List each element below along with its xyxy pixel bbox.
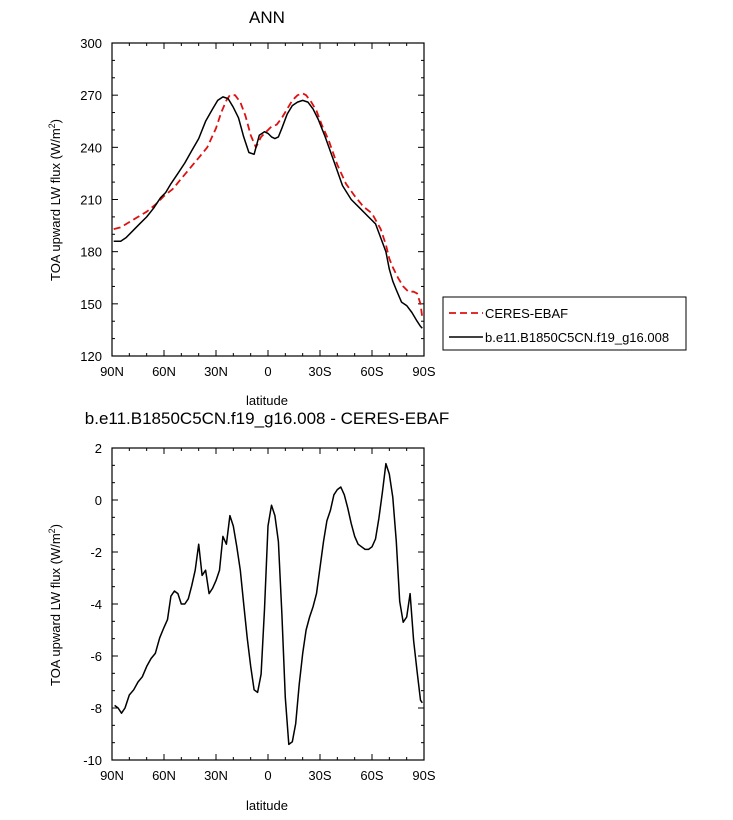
chart-top-xtick-label: 90N	[100, 364, 124, 379]
chart-top-title: ANN	[249, 8, 285, 27]
chart-top-plot-area: 90N 60N 30N 0 30S 60S 90S 120 150 180 210 240 270 300	[80, 36, 436, 379]
chart-top-ytick-label: 210	[80, 193, 102, 208]
chart-top-series-line-0	[113, 92, 424, 318]
chart-top-xtick-label: 60N	[152, 364, 176, 379]
chart-top-ylabel-text: TOA upward LW flux (W/m	[48, 128, 63, 281]
chart-bottom-xtick-label: 30S	[308, 768, 331, 783]
legend-label-ceres: CERES-EBAF	[485, 306, 568, 321]
chart-top-ylabel: TOA upward LW flux (W/m2)	[47, 119, 63, 281]
chart-bottom-title: b.e11.B1850C5CN.f19_g16.008 - CERES-EBAF	[85, 409, 449, 428]
chart-bottom-xtick-label: 90S	[412, 768, 435, 783]
chart-top-xtick-label: 90S	[412, 364, 435, 379]
legend: CERES-EBAF b.e11.B1850C5CN.f19_g16.008	[442, 296, 687, 351]
chart-bottom-xlabel: latitude	[246, 798, 288, 813]
chart-top-ytick-label: 240	[80, 140, 102, 155]
chart-top-ylabel-suffix: )	[48, 119, 63, 123]
chart-bottom-plot-area: 90N 60N 30N 0 30S 60S 90S -10 -8 -6 -4 -2 0 2	[83, 441, 436, 783]
chart-bottom-ylabel-text: TOA upward LW flux (W/m	[48, 533, 63, 686]
chart-top-xtick-label: 30N	[204, 364, 228, 379]
chart-top-ytick-label: 300	[80, 36, 102, 51]
chart-bottom-ytick-label: 0	[95, 493, 102, 508]
chart-bottom-xtick-label: 90N	[100, 768, 124, 783]
chart-top-ytick-label: 120	[80, 349, 102, 364]
chart-bottom-ylabel-superscript: 2	[47, 528, 57, 533]
chart-top-ytick-label: 180	[80, 245, 102, 260]
chart-bottom-ytick-label: -6	[90, 649, 102, 664]
chart-bottom-xtick-label: 60N	[152, 768, 176, 783]
chart-bottom-ytick-label: -2	[90, 545, 102, 560]
chart-top-ytick-label: 270	[80, 88, 102, 103]
chart-top-series-line-1	[113, 96, 423, 329]
chart-bottom-ylabel-suffix: )	[48, 524, 63, 528]
chart-top-xtick-label: 60S	[360, 364, 383, 379]
chart-bottom-xtick-label: 60S	[360, 768, 383, 783]
chart-bottom-ytick-label: -8	[90, 701, 102, 716]
chart-bottom: b.e11.B1850C5CN.f19_g16.008 - CERES-EBAF…	[47, 409, 449, 813]
chart-bottom-xtick-label: 30N	[204, 768, 228, 783]
chart-bottom-ytick-label: -10	[83, 753, 102, 768]
chart-bottom-series-line-0	[114, 462, 423, 746]
chart-bottom-ylabel: TOA upward LW flux (W/m2)	[47, 524, 63, 686]
chart-top-ytick-label: 150	[80, 297, 102, 312]
chart-bottom-xtick-label: 0	[264, 768, 271, 783]
chart-top-xlabel: latitude	[246, 393, 288, 408]
chart-top-xtick-label: 30S	[308, 364, 331, 379]
chart-bottom-ytick-label: 2	[95, 441, 102, 456]
legend-label-model: b.e11.B1850C5CN.f19_g16.008	[485, 330, 669, 345]
chart-bottom-ytick-label: -4	[90, 597, 102, 612]
legend-box	[442, 296, 687, 351]
chart-bottom-frame	[111, 447, 425, 761]
chart-top-ylabel-superscript: 2	[47, 123, 57, 128]
chart-top: ANN 90N 60N 30N 0 30S 60S 90S 120 150 180 210 240 27…	[47, 8, 436, 408]
chart-top-xtick-label: 0	[264, 364, 271, 379]
